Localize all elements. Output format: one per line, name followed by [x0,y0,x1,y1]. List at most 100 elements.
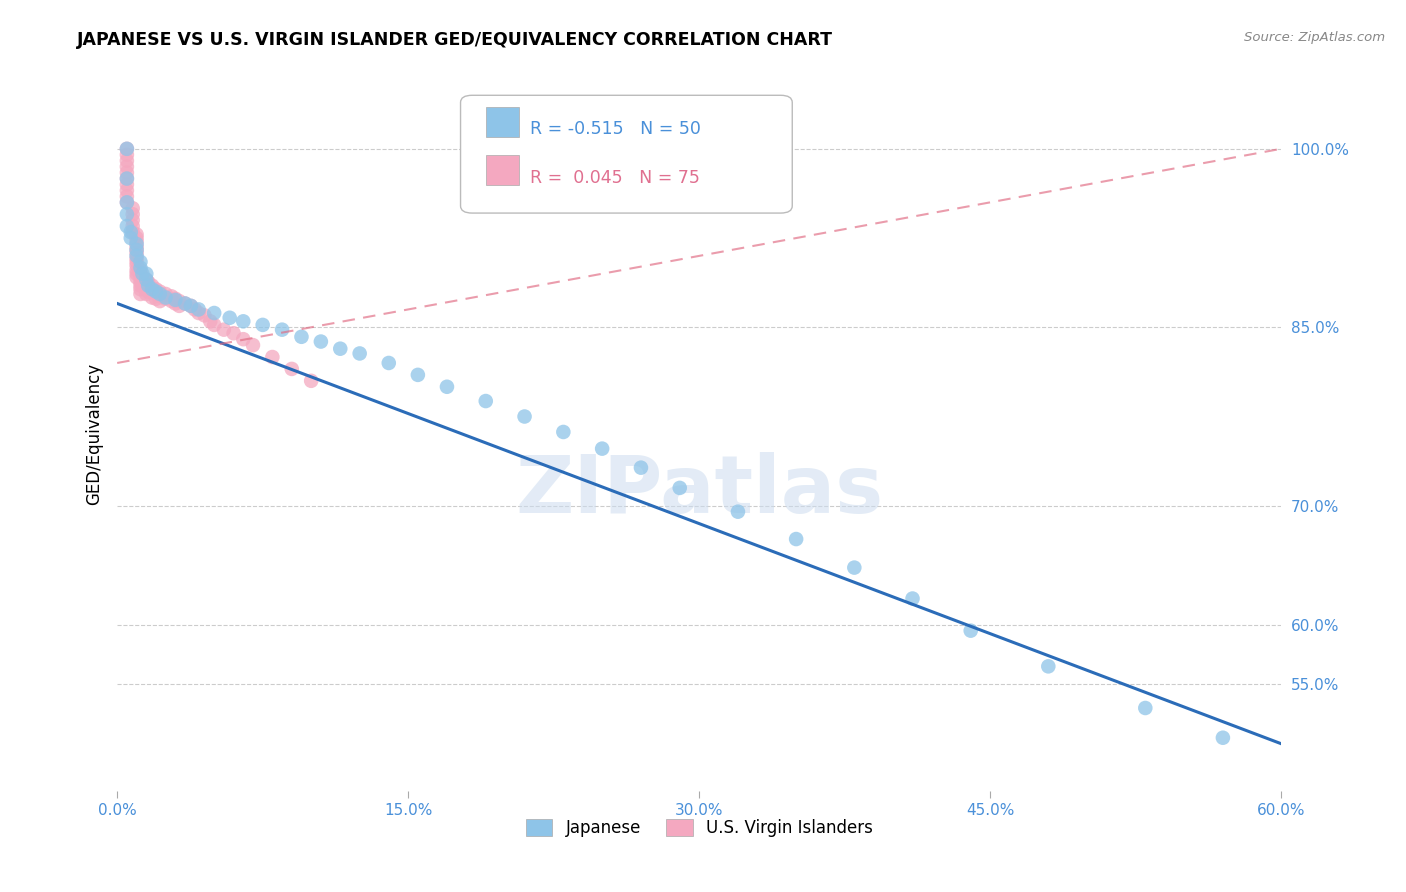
Point [187,302,209,317]
Point [281,362,304,376]
Point [115,153,138,168]
Point [120,231,142,245]
Point [149,285,172,299]
Point [668,481,690,495]
Point [135,273,157,287]
Point [115,178,138,192]
Point [121,207,143,221]
Point [131,278,153,293]
Point [232,314,254,328]
Point [125,231,148,245]
Y-axis label: GED/Equivalency: GED/Equivalency [86,363,103,506]
Point [129,275,152,289]
Point [115,166,138,180]
Point [135,267,157,281]
Point [309,334,332,349]
Point [262,350,284,364]
Point [125,267,148,281]
Point [135,287,157,301]
Point [129,260,152,275]
Point [121,225,143,239]
Point [141,282,163,296]
Point [252,318,274,332]
Point [591,442,613,456]
Text: ZIPatlas: ZIPatlas [515,452,883,531]
Point [129,270,152,285]
Point [193,309,215,323]
Point [202,306,225,320]
Point [121,213,143,227]
Point [125,270,148,285]
Point [145,285,167,299]
Point [406,368,429,382]
Point [125,235,148,249]
Point [115,171,138,186]
Point [222,326,245,341]
Point [299,374,322,388]
Point [160,294,183,309]
Point [115,171,138,186]
Point [165,293,187,307]
Point [165,296,187,310]
Point [120,225,142,239]
Point [1135,701,1157,715]
Point [125,246,148,260]
Point [136,285,159,299]
Point [115,189,138,203]
Point [131,267,153,281]
Text: JAPANESE VS U.S. VIRGIN ISLANDER GED/EQUIVALENCY CORRELATION CHART: JAPANESE VS U.S. VIRGIN ISLANDER GED/EQU… [77,31,834,49]
Point [115,142,138,156]
Point [125,263,148,277]
Point [125,259,148,273]
Point [125,243,148,257]
Point [290,330,312,344]
Point [125,243,148,257]
Point [180,299,202,313]
Point [785,532,807,546]
Point [121,202,143,216]
Point [200,314,222,328]
Point [630,460,652,475]
Point [129,282,152,296]
Point [844,560,866,574]
Point [125,239,148,253]
Point [141,285,163,299]
Point [115,160,138,174]
Point [349,346,371,360]
Point [167,294,190,309]
Point [378,356,401,370]
Point [129,287,152,301]
Point [135,277,157,292]
FancyBboxPatch shape [486,107,519,136]
Point [136,280,159,294]
Point [202,318,225,332]
Point [271,323,294,337]
Point [155,292,177,306]
Point [242,338,264,352]
Point [959,624,981,638]
Point [129,278,152,293]
Point [329,342,352,356]
Point [232,332,254,346]
Point [1212,731,1234,745]
Point [115,184,138,198]
Point [155,287,177,301]
Text: Source: ZipAtlas.com: Source: ZipAtlas.com [1244,31,1385,45]
Point [1038,659,1060,673]
Point [115,148,138,162]
Legend: Japanese, U.S. Virgin Islanders: Japanese, U.S. Virgin Islanders [519,812,879,844]
Point [121,219,143,234]
Text: R = -0.515   N = 50: R = -0.515 N = 50 [530,120,702,138]
Point [212,323,235,337]
Point [513,409,536,424]
Point [136,278,159,293]
Point [115,195,138,210]
Point [145,282,167,296]
Point [553,425,575,439]
Point [129,255,152,269]
Point [727,505,749,519]
Point [115,219,138,234]
Point [129,267,152,281]
Point [125,249,148,263]
Point [135,273,157,287]
